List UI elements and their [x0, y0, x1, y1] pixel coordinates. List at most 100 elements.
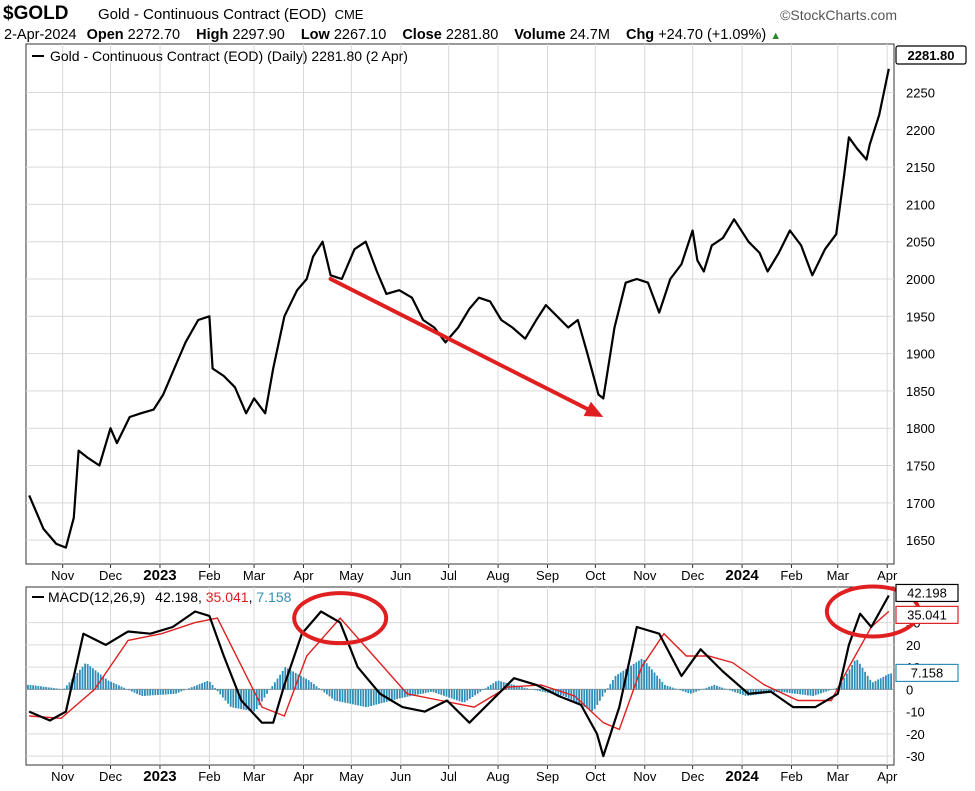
- ticker-symbol: $GOLD: [3, 3, 69, 24]
- macd-legend: MACD(12,26,9) 42.198, 35.041, 7.158: [32, 589, 292, 605]
- histogram-bar: [648, 666, 651, 690]
- histogram-bar: [487, 686, 489, 690]
- histogram-bar: [42, 686, 45, 690]
- histogram-bar: [825, 689, 827, 692]
- histogram-bar: [385, 689, 388, 702]
- histogram-bar: [432, 689, 435, 693]
- histogram-bar: [245, 689, 248, 710]
- histogram-bar: [791, 689, 794, 694]
- histogram-bar: [274, 682, 276, 690]
- histogram-bar: [861, 667, 864, 690]
- macd-value-tag-box: [895, 583, 959, 603]
- histogram-bar: [601, 689, 604, 697]
- histogram-bar: [718, 686, 721, 690]
- histogram-bar: [378, 689, 380, 704]
- histogram-bar: [817, 689, 820, 695]
- histogram-bar: [34, 685, 37, 690]
- histogram-bar: [788, 689, 791, 693]
- histogram-bar: [627, 667, 630, 690]
- x-tick-label: Nov: [633, 769, 657, 784]
- histogram-bar: [58, 688, 60, 690]
- histogram-bar: [583, 689, 586, 707]
- histogram-bar: [534, 689, 536, 691]
- high-value: 2297.90: [232, 27, 285, 43]
- histogram-bar: [29, 685, 32, 690]
- histogram-bar: [81, 666, 84, 690]
- histogram-bar: [66, 685, 68, 690]
- histogram-bar: [97, 672, 99, 690]
- quote-date: 2-Apr-2024: [4, 27, 77, 43]
- histogram-bar: [843, 677, 846, 690]
- histogram-bar: [365, 689, 367, 708]
- histogram-bar: [453, 689, 456, 700]
- macd-panel: -30-20-100102030 NovDec2023FebMarAprMayJ…: [25, 583, 959, 785]
- histogram-bar: [411, 689, 414, 696]
- x-tick-label: Jul: [440, 568, 457, 583]
- x-tick-label: Jun: [390, 568, 411, 583]
- histogram-bar: [235, 689, 237, 709]
- histogram-bar: [690, 689, 692, 694]
- histogram-bar: [609, 684, 612, 690]
- histogram-bar: [474, 689, 476, 696]
- histogram-bar: [167, 689, 170, 695]
- histogram-bar: [164, 689, 167, 695]
- histogram-bar: [879, 678, 882, 690]
- histogram-bar: [427, 689, 430, 693]
- histogram-bar: [729, 689, 731, 691]
- y-tick-label: 2100: [906, 197, 935, 212]
- x-tick-label: Nov: [633, 568, 657, 583]
- histogram-bar: [341, 689, 344, 703]
- histogram-bar: [437, 689, 440, 694]
- histogram-bar: [635, 662, 638, 690]
- change-value: +24.70 (+1.09%): [658, 27, 767, 43]
- histogram-bar: [229, 689, 232, 707]
- last-price-tag: 2281.80: [895, 45, 967, 65]
- histogram-bar: [856, 659, 859, 690]
- x-tick-label: Mar: [827, 769, 850, 784]
- histogram-bar: [419, 689, 422, 694]
- histogram-bar: [796, 689, 799, 694]
- histogram-bar: [47, 687, 50, 690]
- histogram-bar: [482, 689, 484, 691]
- histogram-bar: [809, 689, 812, 696]
- signal-series-line: [29, 610, 890, 731]
- histogram-bar: [284, 667, 287, 690]
- histogram-bar: [463, 689, 466, 703]
- histogram-bar: [287, 668, 289, 690]
- histogram-bar: [214, 688, 216, 690]
- histogram-bar: [645, 663, 648, 690]
- histogram-bar: [596, 689, 599, 705]
- histogram-bar: [440, 689, 443, 695]
- histogram-bar: [604, 689, 606, 693]
- histogram-bar: [742, 689, 744, 695]
- y-tick-label: 1900: [906, 347, 935, 362]
- low-label: Low: [300, 27, 330, 43]
- price-x-axis: Nov Dec 2023 Feb Mar Apr May Jun Jul Aug Sep Oct Nov…: [51, 564, 898, 584]
- histogram-bar: [614, 675, 617, 690]
- x-tick-label: Mar: [827, 568, 850, 583]
- histogram-bar: [536, 689, 539, 691]
- histogram-bar: [172, 689, 175, 694]
- histogram-bar: [656, 675, 658, 690]
- x-tick-label: 2023: [143, 567, 176, 584]
- y-tick-label: -30: [906, 749, 925, 764]
- histogram-bar: [201, 683, 203, 690]
- legend-sep: ,: [198, 589, 206, 605]
- histogram-bar: [118, 685, 120, 690]
- x-tick-label: Dec: [99, 568, 123, 583]
- histogram-bar: [554, 689, 557, 695]
- histogram-bar: [133, 689, 136, 693]
- histogram-bar: [320, 689, 323, 691]
- y-tick-label: 2200: [906, 123, 935, 138]
- histogram-bar: [617, 674, 619, 690]
- histogram-bar: [396, 689, 398, 700]
- histogram-bar: [380, 689, 383, 704]
- x-tick-label: Oct: [585, 769, 606, 784]
- open-label: Open: [86, 27, 124, 43]
- macd-value-tag-text: 7.158: [911, 665, 944, 680]
- price-y-axis: 1650 1700 1750 1800 1850 1900 1950 2000 2050 2100…: [906, 85, 935, 548]
- histogram-bar: [105, 678, 107, 690]
- y-tick-label: 2000: [906, 272, 935, 287]
- histogram-bar: [885, 675, 887, 690]
- histogram-bar: [783, 689, 786, 693]
